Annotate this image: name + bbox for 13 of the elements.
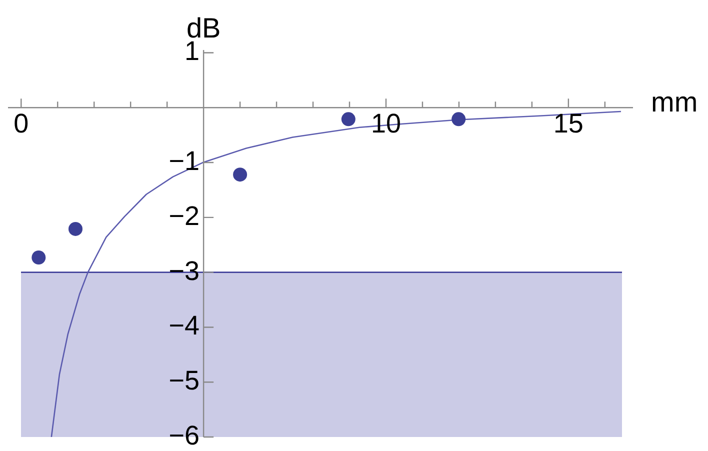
point (68, 222, 82, 236)
x-tick-label: 15 (553, 108, 584, 139)
point (341, 112, 356, 126)
y-tick-label: −5 (168, 366, 200, 396)
y-tick-label: −1 (168, 146, 200, 176)
point (233, 168, 248, 182)
x-axis-title: mm (651, 86, 698, 118)
y-tick-label: −2 (168, 200, 200, 231)
x-tick-label: 0 (14, 108, 29, 139)
y-tick-label: −4 (168, 310, 200, 341)
point (452, 112, 466, 126)
y-tick-label: −6 (168, 420, 200, 450)
point (32, 250, 46, 264)
